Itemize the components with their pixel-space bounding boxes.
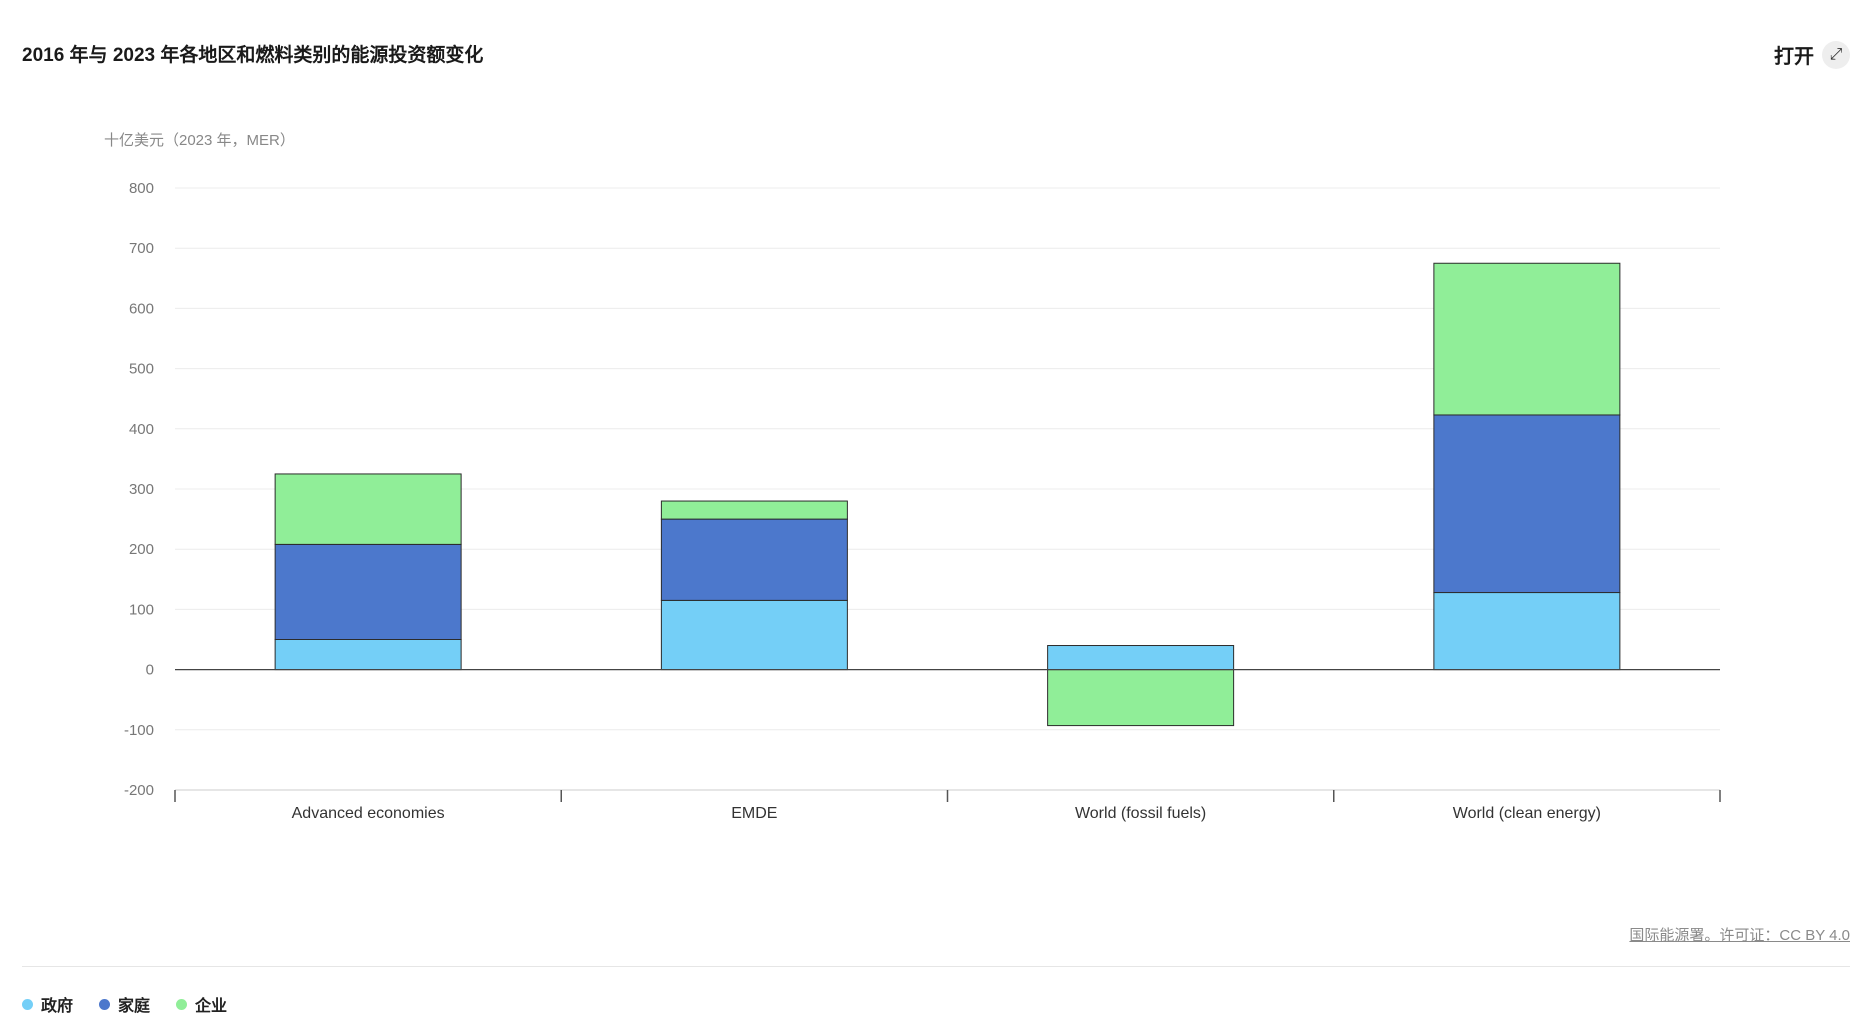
bar-segment (1047, 645, 1235, 671)
y-tick-label: 0 (146, 662, 154, 679)
expand-arrows-icon[interactable]: ⤢ (1822, 40, 1850, 69)
open-label: 打开 (1774, 46, 1814, 68)
bar-segment (660, 599, 848, 671)
y-tick-label: -200 (124, 782, 154, 799)
y-tick-label: 400 (129, 421, 154, 438)
bar-segment (1433, 262, 1621, 416)
y-tick-label: 200 (129, 541, 154, 558)
bar-segment (660, 518, 848, 601)
divider (22, 966, 1850, 967)
legend-label: 政府 (41, 998, 74, 1015)
bar-segment (274, 543, 462, 640)
y-tick-label: -100 (124, 722, 154, 739)
y-tick-label: 300 (129, 481, 154, 498)
y-tick-label: 100 (129, 601, 154, 618)
bar-segment (660, 500, 848, 520)
legend-swatch (176, 998, 188, 1010)
y-tick-label: 800 (129, 180, 154, 197)
legend-item[interactable]: 家庭 (99, 992, 150, 1016)
legend-label: 家庭 (118, 998, 151, 1015)
legend-swatch (99, 998, 111, 1010)
legend-label: 企业 (195, 998, 228, 1015)
bar-segment (1433, 414, 1621, 594)
x-tick-label: World (clean energy) (1453, 805, 1601, 822)
x-tick-label: Advanced economies (292, 805, 445, 822)
legend-item[interactable]: 政府 (22, 992, 73, 1016)
stacked-bar-chart: 十亿美元（2023 年，MER） -200 -100 0 100 200 300 400 500… (104, 132, 1721, 822)
y-tick-label: 600 (129, 300, 154, 317)
bar-segment (274, 473, 462, 545)
legend-item[interactable]: 企业 (176, 992, 227, 1016)
bar-segment (1433, 592, 1621, 671)
open-button[interactable]: 打开 ⤢ (1774, 40, 1850, 69)
legend-swatch (22, 998, 33, 1010)
chart-title: 2016 年与 2023 年各地区和燃料类别的能源投资额变化 (22, 45, 484, 66)
bar-segment (274, 639, 462, 671)
y-tick-label: 500 (129, 361, 154, 378)
source-license-link[interactable]: 国际能源署。许可证：CC BY 4.0 (1629, 927, 1850, 944)
x-tick-label: EMDE (731, 805, 777, 822)
y-tick-label: 700 (129, 240, 154, 257)
x-tick-label: World (fossil fuels) (1075, 805, 1206, 822)
bar-segment (1047, 669, 1235, 727)
y-axis-label: 十亿美元（2023 年，MER） (104, 132, 295, 149)
legend: 政府 家庭 企业 (22, 992, 227, 1016)
